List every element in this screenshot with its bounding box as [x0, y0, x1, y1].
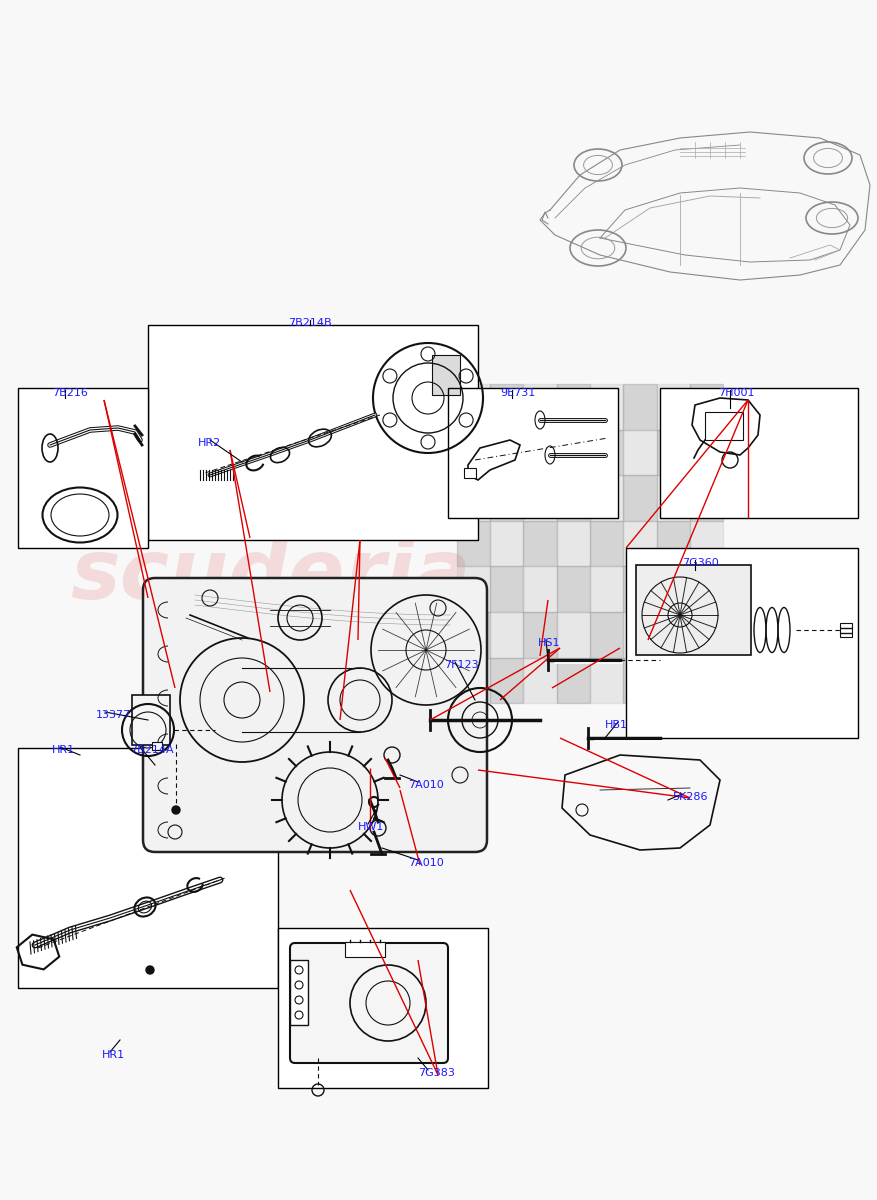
Bar — [463, 468, 475, 478]
Bar — [589, 521, 623, 566]
Bar — [489, 521, 523, 566]
Bar — [589, 430, 623, 475]
FancyBboxPatch shape — [143, 578, 487, 852]
Bar — [623, 521, 656, 566]
Text: 7F123: 7F123 — [444, 660, 478, 670]
Bar — [656, 521, 689, 566]
Bar — [704, 412, 742, 440]
Bar — [689, 475, 723, 521]
Text: HR1: HR1 — [102, 1050, 125, 1060]
Bar — [656, 566, 689, 612]
Bar — [456, 658, 489, 703]
Bar — [556, 658, 589, 703]
Bar — [289, 960, 308, 1025]
Bar — [689, 612, 723, 658]
Text: 9E731: 9E731 — [499, 388, 535, 398]
Bar — [689, 430, 723, 475]
Bar — [523, 566, 556, 612]
Bar — [656, 612, 689, 658]
Bar — [447, 388, 617, 518]
Bar — [689, 521, 723, 566]
Text: 7G360: 7G360 — [681, 558, 718, 568]
Text: scuderia: scuderia — [70, 535, 470, 617]
Bar — [489, 612, 523, 658]
Bar — [635, 565, 750, 655]
Bar — [656, 430, 689, 475]
Text: 7B216: 7B216 — [52, 388, 88, 398]
Bar — [839, 623, 851, 637]
Bar — [456, 566, 489, 612]
Bar — [556, 566, 589, 612]
Text: HB1: HB1 — [604, 720, 627, 730]
Bar — [589, 612, 623, 658]
Text: 7B214B: 7B214B — [288, 318, 332, 328]
Bar — [456, 475, 489, 521]
Bar — [431, 355, 460, 395]
Bar — [345, 942, 384, 958]
Bar — [152, 742, 162, 750]
Bar — [689, 384, 723, 430]
Bar — [660, 388, 857, 518]
Bar — [556, 384, 589, 430]
Circle shape — [146, 966, 153, 974]
Bar — [523, 612, 556, 658]
Bar — [456, 612, 489, 658]
Bar — [148, 325, 477, 540]
Bar — [656, 475, 689, 521]
Bar — [523, 384, 556, 430]
Text: HW1: HW1 — [358, 822, 384, 832]
Bar — [625, 548, 857, 738]
Bar — [456, 384, 489, 430]
Bar — [623, 430, 656, 475]
Bar — [689, 658, 723, 703]
Bar — [689, 566, 723, 612]
Bar — [656, 384, 689, 430]
Bar — [589, 658, 623, 703]
Text: 13377: 13377 — [96, 710, 131, 720]
Bar — [589, 566, 623, 612]
Text: 7A010: 7A010 — [408, 780, 443, 790]
Circle shape — [172, 806, 180, 814]
Bar — [456, 430, 489, 475]
Bar — [278, 928, 488, 1088]
Bar — [489, 475, 523, 521]
Bar — [132, 695, 170, 745]
Bar — [589, 384, 623, 430]
Bar — [623, 384, 656, 430]
Bar — [523, 521, 556, 566]
Bar — [489, 566, 523, 612]
Bar — [556, 612, 589, 658]
Text: HR1: HR1 — [52, 745, 75, 755]
Text: HS1: HS1 — [538, 638, 560, 648]
Bar — [556, 521, 589, 566]
Bar — [523, 658, 556, 703]
Bar — [456, 521, 489, 566]
Text: 5K286: 5K286 — [671, 792, 707, 802]
FancyBboxPatch shape — [289, 943, 447, 1063]
Bar — [489, 430, 523, 475]
Bar — [523, 430, 556, 475]
Text: 7H001: 7H001 — [717, 388, 753, 398]
Bar — [623, 658, 656, 703]
Text: car   parts: car parts — [193, 481, 465, 527]
Bar — [623, 475, 656, 521]
Bar — [18, 748, 278, 988]
Bar — [489, 384, 523, 430]
Bar — [623, 566, 656, 612]
Text: 7G383: 7G383 — [417, 1068, 454, 1078]
Bar — [556, 475, 589, 521]
Bar — [431, 355, 460, 395]
Bar — [623, 612, 656, 658]
Bar — [656, 658, 689, 703]
Bar — [589, 475, 623, 521]
Text: 7A010: 7A010 — [408, 858, 443, 868]
Text: 7B214A: 7B214A — [130, 745, 174, 755]
Bar — [18, 388, 148, 548]
Bar — [523, 475, 556, 521]
Bar — [489, 658, 523, 703]
Text: HR2: HR2 — [198, 438, 221, 448]
Bar — [556, 430, 589, 475]
